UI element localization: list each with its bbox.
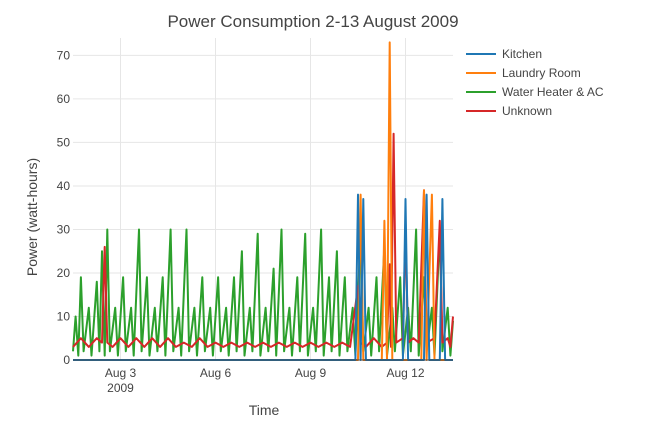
- y-tick-label: 50: [57, 135, 71, 149]
- x-tick-label: Aug 12: [386, 366, 424, 380]
- y-tick-label: 0: [63, 353, 70, 367]
- y-tick-label: 70: [57, 48, 71, 62]
- y-tick-label: 20: [57, 266, 71, 280]
- legend: Kitchen Laundry Room Water Heater & AC Unkn…: [466, 47, 604, 118]
- legend-label: Laundry Room: [502, 66, 581, 80]
- x-tick-sublabel: 2009: [107, 381, 134, 395]
- y-tick-label: 60: [57, 92, 71, 106]
- series-line-water-heater-ac: [72, 228, 454, 357]
- legend-label: Water Heater & AC: [502, 85, 604, 99]
- y-tick-label: 10: [57, 309, 71, 323]
- series-line-kitchen: [73, 193, 453, 361]
- legend-item[interactable]: Kitchen: [466, 47, 542, 61]
- x-axis-title: Time: [249, 402, 280, 418]
- x-tick-label: Aug 9: [295, 366, 327, 380]
- series-lines: [72, 41, 454, 361]
- x-tick-label: Aug 3: [105, 366, 137, 380]
- y-axis-title: Power (watt-hours): [24, 158, 40, 276]
- y-tick-label: 30: [57, 222, 71, 236]
- legend-item[interactable]: Water Heater & AC: [466, 85, 604, 99]
- x-tick-label: Aug 6: [200, 366, 232, 380]
- legend-label: Unknown: [502, 104, 552, 118]
- legend-item[interactable]: Unknown: [466, 104, 552, 118]
- y-tick-label: 40: [57, 179, 71, 193]
- legend-item[interactable]: Laundry Room: [466, 66, 581, 80]
- chart-title: Power Consumption 2-13 August 2009: [167, 12, 458, 31]
- legend-label: Kitchen: [502, 47, 542, 61]
